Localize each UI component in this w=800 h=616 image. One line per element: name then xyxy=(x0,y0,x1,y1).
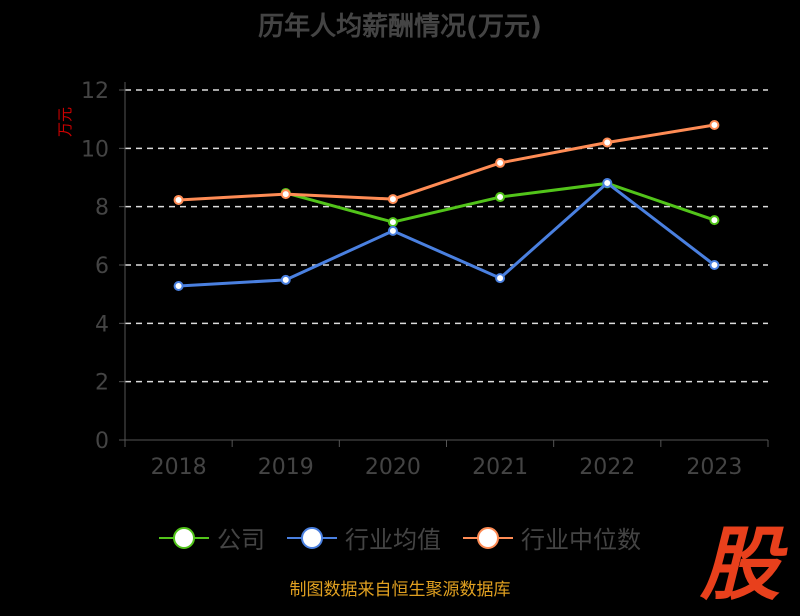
legend-label: 行业均值 xyxy=(345,526,441,554)
y-tick-label: 0 xyxy=(95,429,109,454)
y-tick-label: 4 xyxy=(95,312,109,337)
line-chart: 0 2 4 6 8 10 12 2018 2019 2020 2021 2022 2023 万元 xyxy=(56,79,769,480)
x-tick-label: 2021 xyxy=(472,455,528,480)
data-point xyxy=(495,157,506,168)
data-point xyxy=(280,189,291,200)
y-tick-label: 10 xyxy=(81,137,109,162)
data-point xyxy=(602,137,613,148)
data-point xyxy=(495,273,506,284)
legend-item[interactable]: 行业中位数 xyxy=(463,520,641,555)
legend-marker-icon xyxy=(159,526,209,549)
data-point xyxy=(387,194,398,205)
data-point xyxy=(709,260,720,270)
x-tick-label: 2023 xyxy=(686,455,742,480)
data-point xyxy=(495,192,506,203)
data-point xyxy=(173,194,184,205)
chart-title: 历年人均薪酬情况(万元) xyxy=(258,12,542,42)
y-axis-label: 万元 xyxy=(56,107,74,137)
data-point xyxy=(173,281,184,291)
series-line xyxy=(178,123,715,202)
y-tick-label: 2 xyxy=(95,371,109,396)
x-tick-label: 2020 xyxy=(365,455,421,480)
legend-label: 公司 xyxy=(217,526,265,554)
x-tick-label: 2018 xyxy=(151,455,207,480)
legend-marker-icon xyxy=(287,526,337,549)
logo: 股 xyxy=(700,518,780,611)
data-point xyxy=(387,225,398,236)
source-note: 制图数据来自恒生聚源数据库 xyxy=(289,580,511,600)
y-tick-label: 8 xyxy=(95,196,109,221)
data-point xyxy=(280,274,291,285)
legend-item[interactable]: 公司 xyxy=(159,520,265,555)
series-line xyxy=(178,181,716,288)
y-tick-label: 12 xyxy=(81,79,109,104)
legend-label: 行业中位数 xyxy=(521,526,641,554)
x-tick-label: 2022 xyxy=(579,455,635,480)
x-tick-label: 2019 xyxy=(258,455,314,480)
data-point xyxy=(709,215,720,226)
legend-item[interactable]: 行业均值 xyxy=(287,520,441,555)
legend-marker-icon xyxy=(463,526,513,549)
data-point xyxy=(602,178,613,189)
data-point xyxy=(709,120,720,130)
data-point xyxy=(387,217,398,228)
y-tick-label: 6 xyxy=(95,254,109,279)
legend: 公司 行业均值 行业中位数 xyxy=(0,520,800,555)
